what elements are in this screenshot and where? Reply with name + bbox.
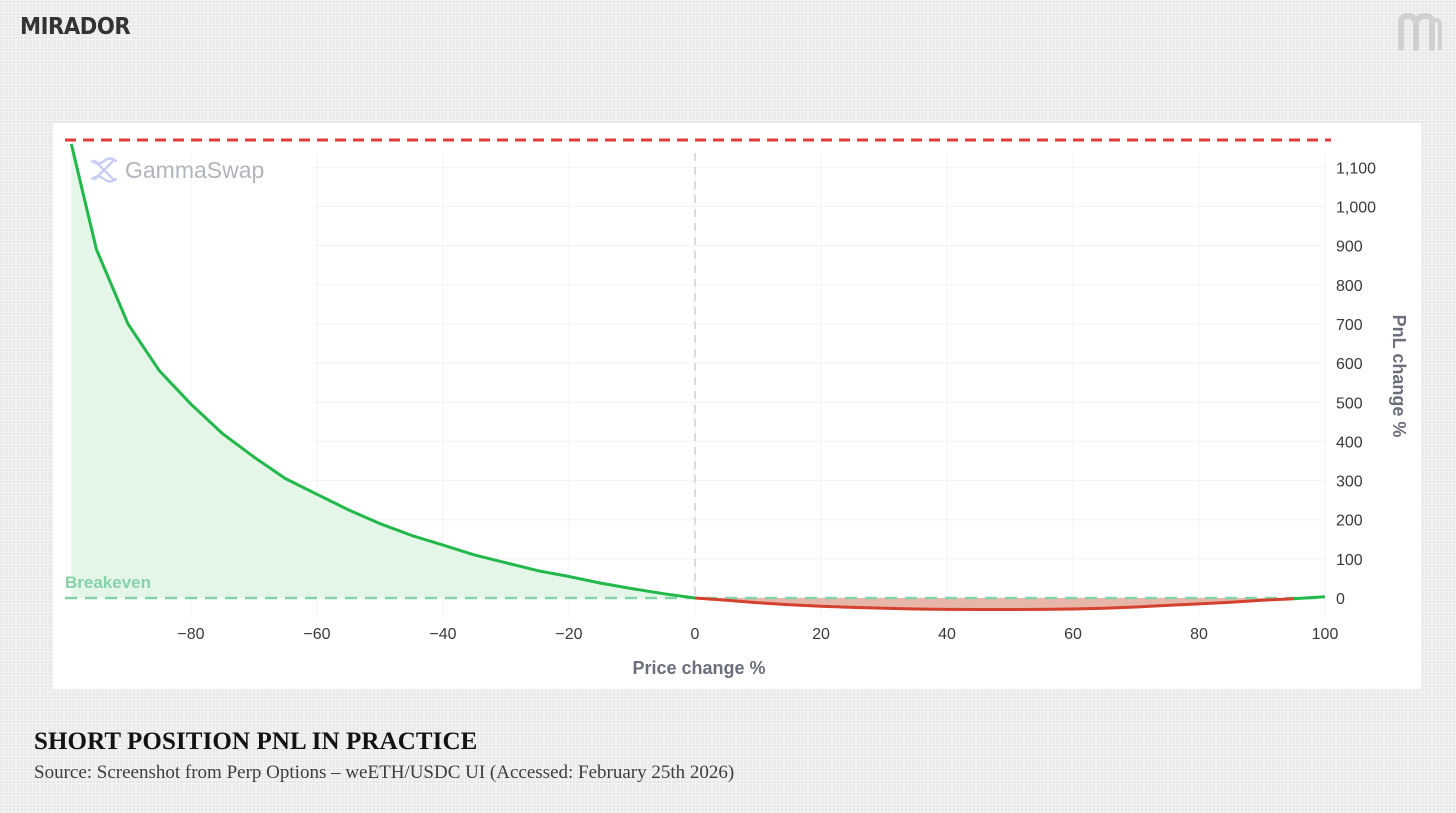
y-tick-label: 300	[1336, 474, 1363, 491]
figure-source: Source: Screenshot from Perp Options – w…	[34, 762, 735, 783]
chart-card: GammaSwap Breakeven −80 −60 −40 −20 0 20 40 60 8…	[53, 123, 1421, 689]
gammaswap-logo-icon	[90, 157, 118, 183]
y-tick-label: 500	[1336, 395, 1363, 412]
profit-curve-tail	[1293, 595, 1326, 601]
x-tick-label: 0	[691, 626, 700, 643]
y-axis-title: PnL change %	[1389, 315, 1409, 438]
x-axis-title: Price change %	[632, 658, 765, 678]
y-tick-label: 1,000	[1336, 200, 1376, 217]
gammaswap-watermark: GammaSwap	[90, 157, 264, 183]
y-tick-label: 100	[1336, 552, 1363, 569]
y-tick-label: 400	[1336, 434, 1363, 451]
pnl-chart: GammaSwap Breakeven −80 −60 −40 −20 0 20 40 60 8…	[65, 138, 1409, 678]
x-tick-label: −20	[555, 626, 582, 643]
figure-title: SHORT POSITION PNL IN PRACTICE	[34, 728, 478, 755]
breakeven-label: Breakeven	[65, 573, 151, 592]
y-tick-label: 900	[1336, 239, 1363, 256]
mirador-m-logo-icon	[1398, 12, 1442, 51]
x-tick-label: 40	[938, 626, 956, 643]
x-tick-label: −40	[429, 626, 456, 643]
loss-curve	[694, 596, 1294, 611]
x-tick-label: 100	[1312, 626, 1339, 643]
y-tick-label: 0	[1336, 591, 1345, 608]
y-tick-label: 800	[1336, 278, 1363, 295]
y-axis-ticks: 0 100 200 300 400 500 600 700 800 900 1,000 1,100	[1336, 160, 1376, 608]
y-tick-label: 200	[1336, 513, 1363, 530]
y-tick-label: 600	[1336, 356, 1363, 373]
x-tick-label: 80	[1190, 626, 1208, 643]
x-tick-label: −80	[177, 626, 204, 643]
profit-curve	[69, 143, 696, 600]
gammaswap-watermark-text: GammaSwap	[125, 157, 264, 183]
y-tick-label: 1,100	[1336, 160, 1376, 177]
profit-area	[71, 143, 696, 598]
x-tick-label: 60	[1064, 626, 1082, 643]
x-tick-label: 20	[812, 626, 830, 643]
x-tick-label: −60	[303, 626, 330, 643]
x-axis-ticks: −80 −60 −40 −20 0 20 40 60 80 100	[177, 626, 1338, 643]
y-tick-label: 700	[1336, 317, 1363, 334]
mirador-logo-text: MIRADOR	[20, 14, 131, 40]
